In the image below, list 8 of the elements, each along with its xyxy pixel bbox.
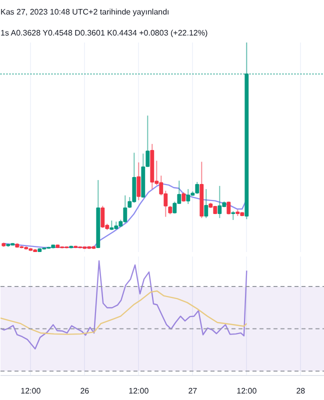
x-tick-label: 12:00 xyxy=(20,386,42,396)
x-tick-label: 12:00 xyxy=(128,386,150,396)
text: 1s A0.3628 Y0.4548 D0.3601 K0.4434 +0.0803 (+22.12%) xyxy=(0,28,208,38)
x-tick-label: 26 xyxy=(80,386,90,396)
text: Kas 27, 2023 10:48 UTC+2 tarihinde yayınlandı xyxy=(0,8,170,16)
x-tick-label: 28 xyxy=(296,386,306,396)
x-tick-label: 27 xyxy=(188,386,198,396)
x-tick-label: 12:00 xyxy=(236,386,258,396)
